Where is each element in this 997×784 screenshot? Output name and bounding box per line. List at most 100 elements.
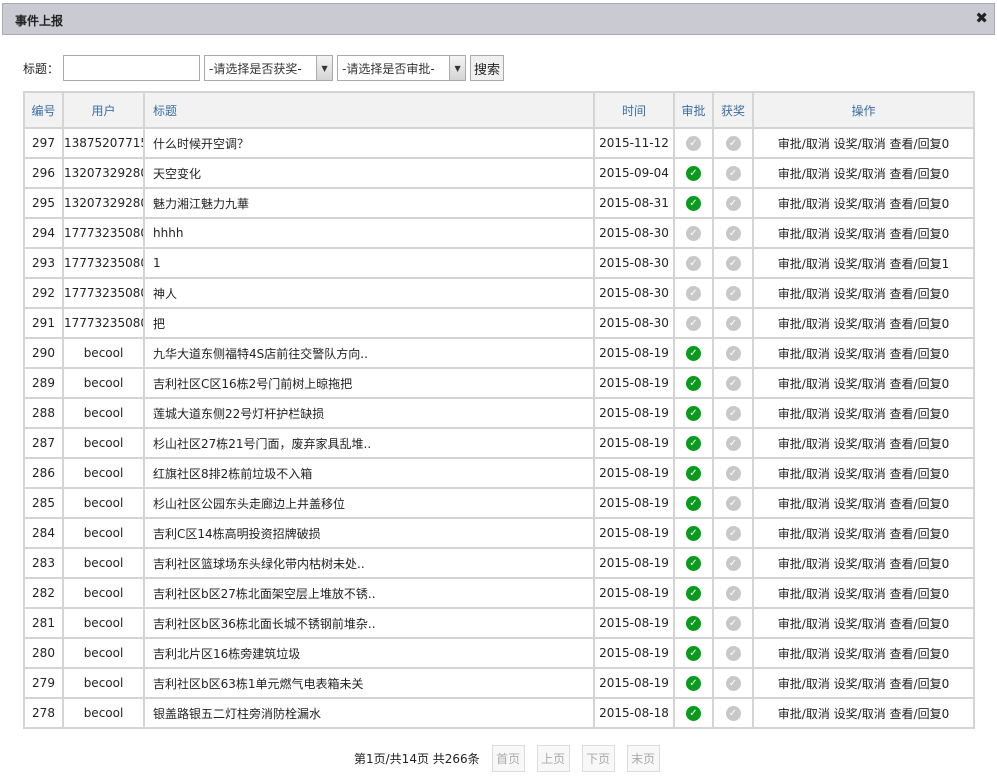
approve-toggle-link[interactable]: 审批/取消: [777, 226, 830, 241]
awarded-status-icon: ✓: [725, 226, 741, 241]
award-toggle-link[interactable]: 设奖/取消: [833, 256, 886, 271]
reply-count[interactable]: 0: [941, 286, 950, 301]
award-toggle-link[interactable]: 设奖/取消: [833, 346, 886, 361]
approve-toggle-link[interactable]: 审批/取消: [777, 376, 830, 391]
approve-toggle-link[interactable]: 审批/取消: [777, 586, 830, 601]
reply-count[interactable]: 0: [941, 346, 950, 361]
reply-count[interactable]: 0: [941, 406, 950, 421]
award-toggle-link[interactable]: 设奖/取消: [833, 706, 886, 721]
title-search-input[interactable]: [63, 55, 201, 81]
reply-count[interactable]: 0: [941, 466, 950, 481]
approve-toggle-link[interactable]: 审批/取消: [777, 436, 830, 451]
row-id: 287: [23, 427, 64, 459]
reply-count[interactable]: 0: [941, 526, 950, 541]
award-toggle-link[interactable]: 设奖/取消: [833, 676, 886, 691]
approve-toggle-link[interactable]: 审批/取消: [777, 196, 830, 211]
view-reply-link[interactable]: 查看/回复: [889, 466, 942, 481]
reply-count[interactable]: 0: [941, 136, 950, 151]
approve-toggle-link[interactable]: 审批/取消: [777, 526, 830, 541]
reply-count[interactable]: 0: [941, 166, 950, 181]
approve-toggle-link[interactable]: 审批/取消: [777, 556, 830, 571]
reply-count[interactable]: 0: [941, 316, 950, 331]
approve-toggle-link[interactable]: 审批/取消: [777, 136, 830, 151]
view-reply-link[interactable]: 查看/回复: [889, 286, 942, 301]
chevron-down-icon[interactable]: ▼: [316, 56, 333, 80]
approve-toggle-link[interactable]: 审批/取消: [777, 646, 830, 661]
approved-status-icon: ✓: [686, 586, 701, 601]
view-reply-link[interactable]: 查看/回复: [889, 406, 942, 421]
row-approved: ✓: [673, 247, 714, 279]
reply-count[interactable]: 0: [941, 646, 950, 661]
award-toggle-link[interactable]: 设奖/取消: [833, 436, 886, 451]
reply-count[interactable]: 0: [941, 436, 950, 451]
view-reply-link[interactable]: 查看/回复: [889, 376, 942, 391]
close-icon[interactable]: ✖: [975, 9, 988, 27]
view-reply-link[interactable]: 查看/回复: [889, 646, 942, 661]
award-toggle-link[interactable]: 设奖/取消: [833, 196, 886, 211]
award-toggle-link[interactable]: 设奖/取消: [833, 466, 886, 481]
approve-toggle-link[interactable]: 审批/取消: [777, 286, 830, 301]
award-toggle-link[interactable]: 设奖/取消: [833, 526, 886, 541]
view-reply-link[interactable]: 查看/回复: [889, 166, 942, 181]
view-reply-link[interactable]: 查看/回复: [889, 316, 942, 331]
approve-toggle-link[interactable]: 审批/取消: [777, 706, 830, 721]
table-row: 280 becool 吉利北片区16栋旁建筑垃圾 2015-08-19 ✓ ✓ 审批/取消 …: [23, 637, 975, 669]
award-toggle-link[interactable]: 设奖/取消: [833, 586, 886, 601]
view-reply-link[interactable]: 查看/回复: [889, 436, 942, 451]
view-reply-link[interactable]: 查看/回复: [889, 256, 942, 271]
award-toggle-link[interactable]: 设奖/取消: [833, 646, 886, 661]
award-toggle-link[interactable]: 设奖/取消: [833, 406, 886, 421]
approve-toggle-link[interactable]: 审批/取消: [777, 316, 830, 331]
award-toggle-link[interactable]: 设奖/取消: [833, 286, 886, 301]
awarded-status-icon: ✓: [725, 406, 741, 421]
award-toggle-link[interactable]: 设奖/取消: [833, 226, 886, 241]
prev-page-button[interactable]: 上页: [536, 745, 570, 772]
view-reply-link[interactable]: 查看/回复: [889, 586, 942, 601]
award-toggle-link[interactable]: 设奖/取消: [833, 316, 886, 331]
view-reply-link[interactable]: 查看/回复: [889, 706, 942, 721]
approve-toggle-link[interactable]: 审批/取消: [777, 166, 830, 181]
reply-count[interactable]: 0: [941, 706, 950, 721]
awarded-status-icon: ✓: [725, 346, 741, 361]
approve-toggle-link[interactable]: 审批/取消: [777, 406, 830, 421]
approve-toggle-link[interactable]: 审批/取消: [777, 346, 830, 361]
approve-toggle-link[interactable]: 审批/取消: [777, 616, 830, 631]
view-reply-link[interactable]: 查看/回复: [889, 556, 942, 571]
approve-toggle-link[interactable]: 审批/取消: [777, 676, 830, 691]
award-toggle-link[interactable]: 设奖/取消: [833, 376, 886, 391]
view-reply-link[interactable]: 查看/回复: [889, 196, 942, 211]
reply-count[interactable]: 0: [941, 196, 950, 211]
view-reply-link[interactable]: 查看/回复: [889, 616, 942, 631]
approve-toggle-link[interactable]: 审批/取消: [777, 466, 830, 481]
approve-toggle-link[interactable]: 审批/取消: [777, 256, 830, 271]
award-toggle-link[interactable]: 设奖/取消: [833, 166, 886, 181]
view-reply-link[interactable]: 查看/回复: [889, 226, 942, 241]
view-reply-link[interactable]: 查看/回复: [889, 136, 942, 151]
approve-select[interactable]: -请选择是否审批- ▼: [337, 55, 467, 81]
reply-count[interactable]: 0: [941, 376, 950, 391]
view-reply-link[interactable]: 查看/回复: [889, 346, 942, 361]
row-title: 莲城大道东侧22号灯杆护栏缺损: [143, 397, 595, 429]
first-page-button[interactable]: 首页: [491, 745, 525, 772]
row-user: becool: [62, 397, 145, 429]
reply-count[interactable]: 0: [941, 586, 950, 601]
next-page-button[interactable]: 下页: [581, 745, 615, 772]
last-page-button[interactable]: 末页: [626, 745, 660, 772]
award-toggle-link[interactable]: 设奖/取消: [833, 556, 886, 571]
view-reply-link[interactable]: 查看/回复: [889, 526, 942, 541]
award-toggle-link[interactable]: 设奖/取消: [833, 136, 886, 151]
view-reply-link[interactable]: 查看/回复: [889, 676, 942, 691]
reply-count[interactable]: 1: [941, 256, 950, 271]
award-toggle-link[interactable]: 设奖/取消: [833, 616, 886, 631]
approve-toggle-link[interactable]: 审批/取消: [777, 496, 830, 511]
award-select[interactable]: -请选择是否获奖- ▼: [204, 55, 334, 81]
chevron-down-icon[interactable]: ▼: [449, 56, 466, 80]
search-button[interactable]: 搜索: [470, 55, 505, 81]
reply-count[interactable]: 0: [941, 616, 950, 631]
reply-count[interactable]: 0: [941, 676, 950, 691]
reply-count[interactable]: 0: [941, 556, 950, 571]
reply-count[interactable]: 0: [941, 226, 950, 241]
reply-count[interactable]: 0: [941, 496, 950, 511]
award-toggle-link[interactable]: 设奖/取消: [833, 496, 886, 511]
view-reply-link[interactable]: 查看/回复: [889, 496, 942, 511]
